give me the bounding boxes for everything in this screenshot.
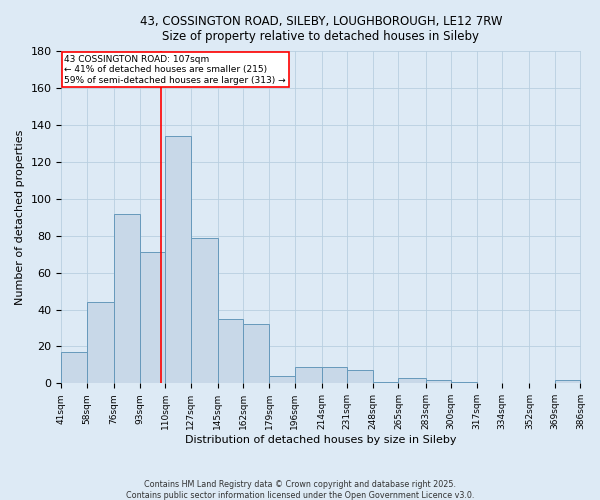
Bar <box>425 380 451 384</box>
Text: Contains HM Land Registry data © Crown copyright and database right 2025.
Contai: Contains HM Land Registry data © Crown c… <box>126 480 474 500</box>
Bar <box>347 370 373 384</box>
Text: 43 COSSINGTON ROAD: 107sqm
← 41% of detached houses are smaller (215)
59% of sem: 43 COSSINGTON ROAD: 107sqm ← 41% of deta… <box>64 55 286 84</box>
Bar <box>87 302 114 384</box>
Bar <box>555 380 580 384</box>
Bar <box>165 136 191 384</box>
Bar <box>61 352 87 384</box>
Bar <box>295 366 322 384</box>
Bar <box>140 252 165 384</box>
Bar <box>244 324 269 384</box>
Bar <box>373 382 398 384</box>
Bar <box>451 382 476 384</box>
Bar <box>398 378 425 384</box>
Bar <box>114 214 140 384</box>
Bar <box>322 366 347 384</box>
Y-axis label: Number of detached properties: Number of detached properties <box>15 130 25 305</box>
Bar <box>191 238 218 384</box>
Bar <box>269 376 295 384</box>
Title: 43, COSSINGTON ROAD, SILEBY, LOUGHBOROUGH, LE12 7RW
Size of property relative to: 43, COSSINGTON ROAD, SILEBY, LOUGHBOROUG… <box>140 15 502 43</box>
Bar <box>218 318 244 384</box>
X-axis label: Distribution of detached houses by size in Sileby: Distribution of detached houses by size … <box>185 435 457 445</box>
